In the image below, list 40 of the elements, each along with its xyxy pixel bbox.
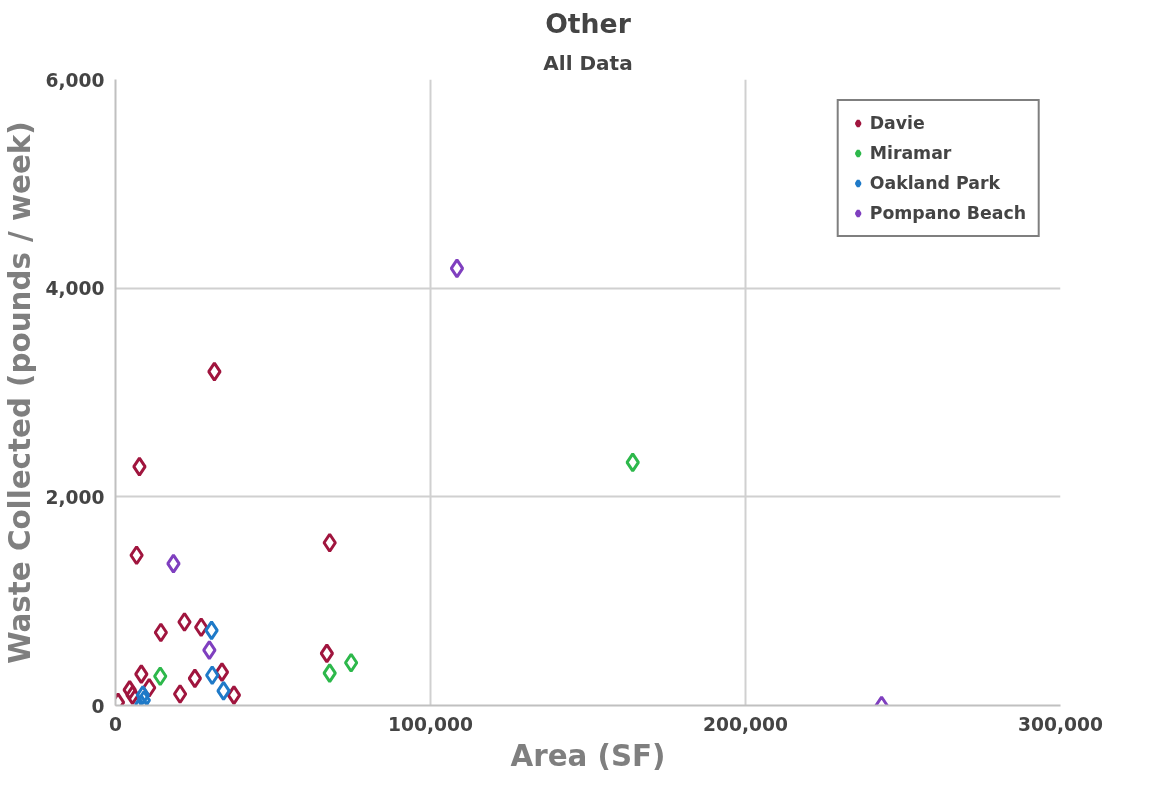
y-axis-title: Waste Collected (pounds / week) — [3, 121, 38, 664]
x-tick-label: 0 — [109, 713, 123, 735]
y-tick-label: 2,000 — [45, 486, 105, 508]
legend-label: Miramar — [869, 143, 952, 163]
point — [187, 668, 203, 689]
point — [216, 680, 231, 701]
point — [205, 665, 220, 686]
x-tick-label: 200,000 — [703, 713, 789, 735]
chart-subtitle: All Data — [543, 50, 633, 75]
point — [322, 663, 337, 684]
point — [177, 612, 192, 633]
y-tick-label: 6,000 — [45, 69, 105, 91]
x-tick-label: 300,000 — [1018, 713, 1104, 735]
point — [166, 553, 181, 574]
point — [319, 643, 335, 664]
point — [134, 664, 149, 685]
legend-label: Davie — [869, 113, 925, 133]
point — [194, 617, 209, 638]
point — [207, 361, 222, 382]
y-tick-label: 4,000 — [45, 278, 105, 300]
point — [204, 620, 219, 641]
x-tick-label: 100,000 — [388, 713, 474, 735]
point — [132, 456, 147, 477]
point — [135, 685, 151, 706]
point — [625, 452, 640, 473]
point — [343, 652, 359, 673]
point — [226, 685, 242, 706]
point — [449, 258, 465, 279]
point — [202, 640, 217, 661]
y-tick-label: 0 — [91, 695, 105, 717]
x-axis-title: Area (SF) — [510, 738, 666, 773]
point — [153, 622, 169, 643]
point — [322, 532, 337, 553]
legend-label: Pompano Beach — [869, 203, 1026, 223]
point — [172, 684, 188, 705]
chart-title: Other — [545, 7, 632, 39]
point — [122, 679, 137, 700]
legend-label: Oakland Park — [869, 173, 1001, 193]
point — [129, 545, 144, 566]
point — [153, 666, 168, 687]
